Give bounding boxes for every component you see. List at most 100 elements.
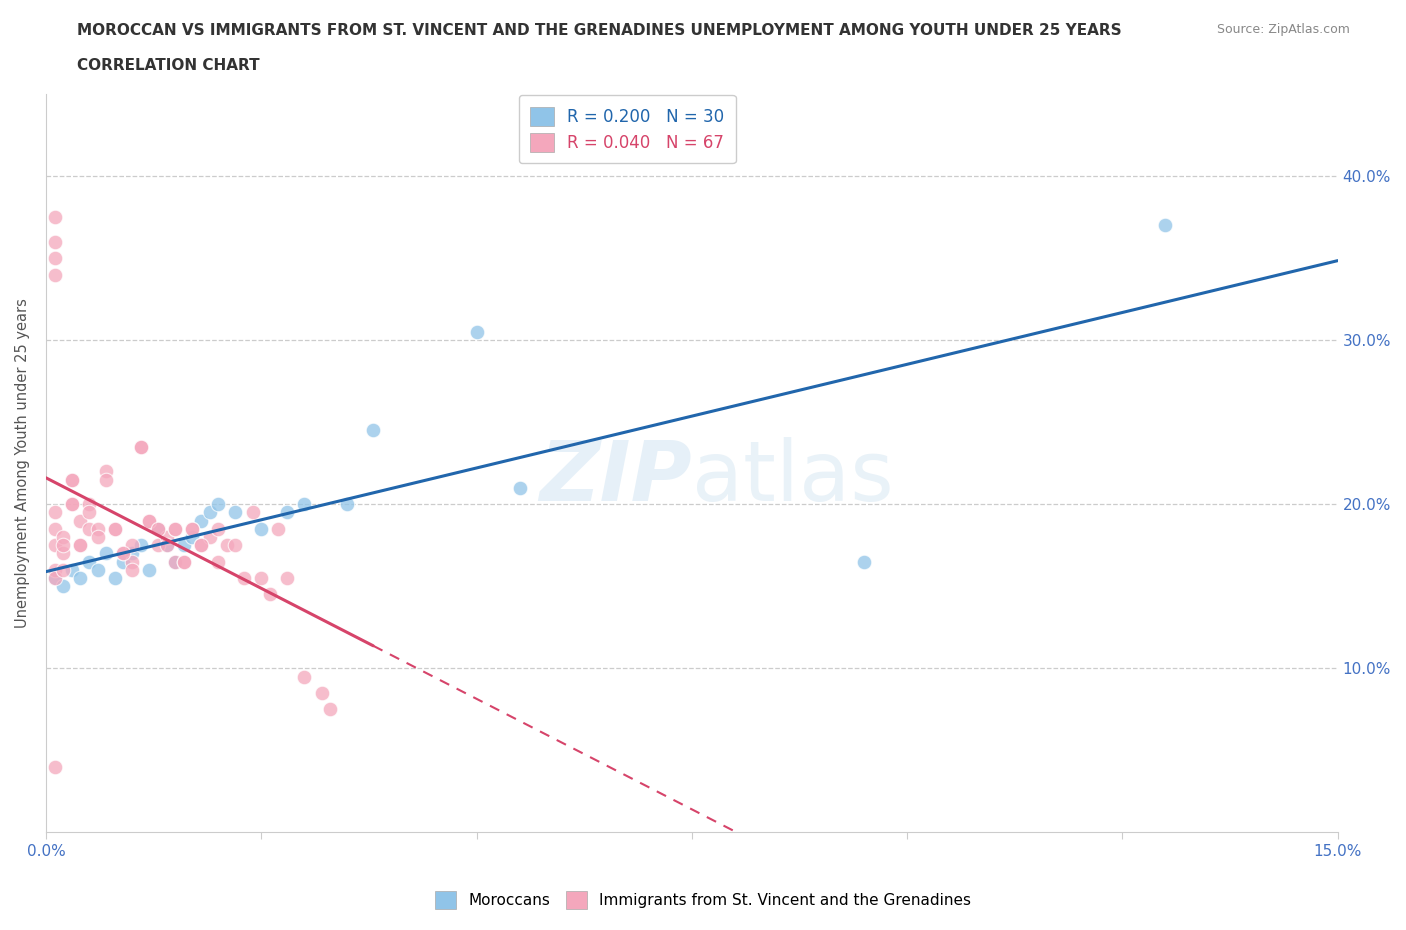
Text: CORRELATION CHART: CORRELATION CHART <box>77 58 260 73</box>
Point <box>361 423 384 438</box>
Point <box>165 522 187 537</box>
Point <box>155 538 177 552</box>
Point <box>292 497 315 512</box>
Point <box>173 554 195 569</box>
Point <box>224 505 246 520</box>
Point <box>77 497 100 512</box>
Point <box>60 497 83 512</box>
Point <box>44 267 66 282</box>
Point <box>44 251 66 266</box>
Point <box>86 522 108 537</box>
Point <box>165 554 187 569</box>
Point <box>250 522 273 537</box>
Point <box>207 497 229 512</box>
Point <box>112 554 135 569</box>
Point <box>155 529 177 544</box>
Point <box>44 234 66 249</box>
Point <box>276 571 298 586</box>
Point <box>181 522 204 537</box>
Point <box>190 538 212 552</box>
Point <box>86 563 108 578</box>
Point <box>60 497 83 512</box>
Point <box>104 522 127 537</box>
Text: MOROCCAN VS IMMIGRANTS FROM ST. VINCENT AND THE GRENADINES UNEMPLOYMENT AMONG YO: MOROCCAN VS IMMIGRANTS FROM ST. VINCENT … <box>77 23 1122 38</box>
Point <box>853 554 876 569</box>
Point <box>155 538 177 552</box>
Point <box>319 702 342 717</box>
Text: atlas: atlas <box>692 437 894 519</box>
Point <box>242 505 264 520</box>
Point <box>112 546 135 561</box>
Point <box>52 578 75 593</box>
Point <box>104 522 127 537</box>
Point <box>224 538 246 552</box>
Point <box>121 546 143 561</box>
Point <box>44 209 66 224</box>
Point <box>336 497 359 512</box>
Point <box>173 554 195 569</box>
Point <box>60 472 83 487</box>
Point <box>138 513 160 528</box>
Point <box>250 571 273 586</box>
Point <box>44 571 66 586</box>
Point <box>44 538 66 552</box>
Point <box>165 554 187 569</box>
Point <box>146 522 169 537</box>
Point <box>1154 218 1177 232</box>
Point <box>146 538 169 552</box>
Text: Source: ZipAtlas.com: Source: ZipAtlas.com <box>1216 23 1350 36</box>
Point <box>52 538 75 552</box>
Point <box>77 554 100 569</box>
Point <box>465 325 488 339</box>
Point <box>138 513 160 528</box>
Point <box>233 571 256 586</box>
Point <box>165 522 187 537</box>
Point <box>121 554 143 569</box>
Point <box>44 505 66 520</box>
Point <box>121 563 143 578</box>
Point <box>60 472 83 487</box>
Point <box>146 522 169 537</box>
Text: ZIP: ZIP <box>538 437 692 519</box>
Point <box>112 546 135 561</box>
Point <box>311 685 333 700</box>
Point <box>77 522 100 537</box>
Legend: Moroccans, Immigrants from St. Vincent and the Grenadines: Moroccans, Immigrants from St. Vincent a… <box>429 885 977 915</box>
Point <box>129 538 152 552</box>
Point <box>276 505 298 520</box>
Point <box>44 571 66 586</box>
Point <box>69 538 91 552</box>
Point <box>77 505 100 520</box>
Point <box>129 439 152 454</box>
Point <box>60 563 83 578</box>
Point <box>121 538 143 552</box>
Point <box>44 522 66 537</box>
Point <box>52 546 75 561</box>
Legend: R = 0.200   N = 30, R = 0.040   N = 67: R = 0.200 N = 30, R = 0.040 N = 67 <box>519 95 735 164</box>
Point <box>181 522 204 537</box>
Y-axis label: Unemployment Among Youth under 25 years: Unemployment Among Youth under 25 years <box>15 299 30 628</box>
Point <box>173 538 195 552</box>
Point <box>215 538 238 552</box>
Point <box>86 529 108 544</box>
Point <box>138 563 160 578</box>
Point <box>52 529 75 544</box>
Point <box>146 522 169 537</box>
Point <box>129 439 152 454</box>
Point <box>198 505 221 520</box>
Point <box>44 759 66 774</box>
Point <box>292 669 315 684</box>
Point <box>69 513 91 528</box>
Point <box>52 563 75 578</box>
Point <box>96 464 118 479</box>
Point <box>207 522 229 537</box>
Point <box>198 529 221 544</box>
Point <box>267 522 290 537</box>
Point <box>259 587 281 602</box>
Point <box>96 546 118 561</box>
Point <box>190 538 212 552</box>
Point <box>207 554 229 569</box>
Point <box>190 513 212 528</box>
Point <box>69 571 91 586</box>
Point <box>44 563 66 578</box>
